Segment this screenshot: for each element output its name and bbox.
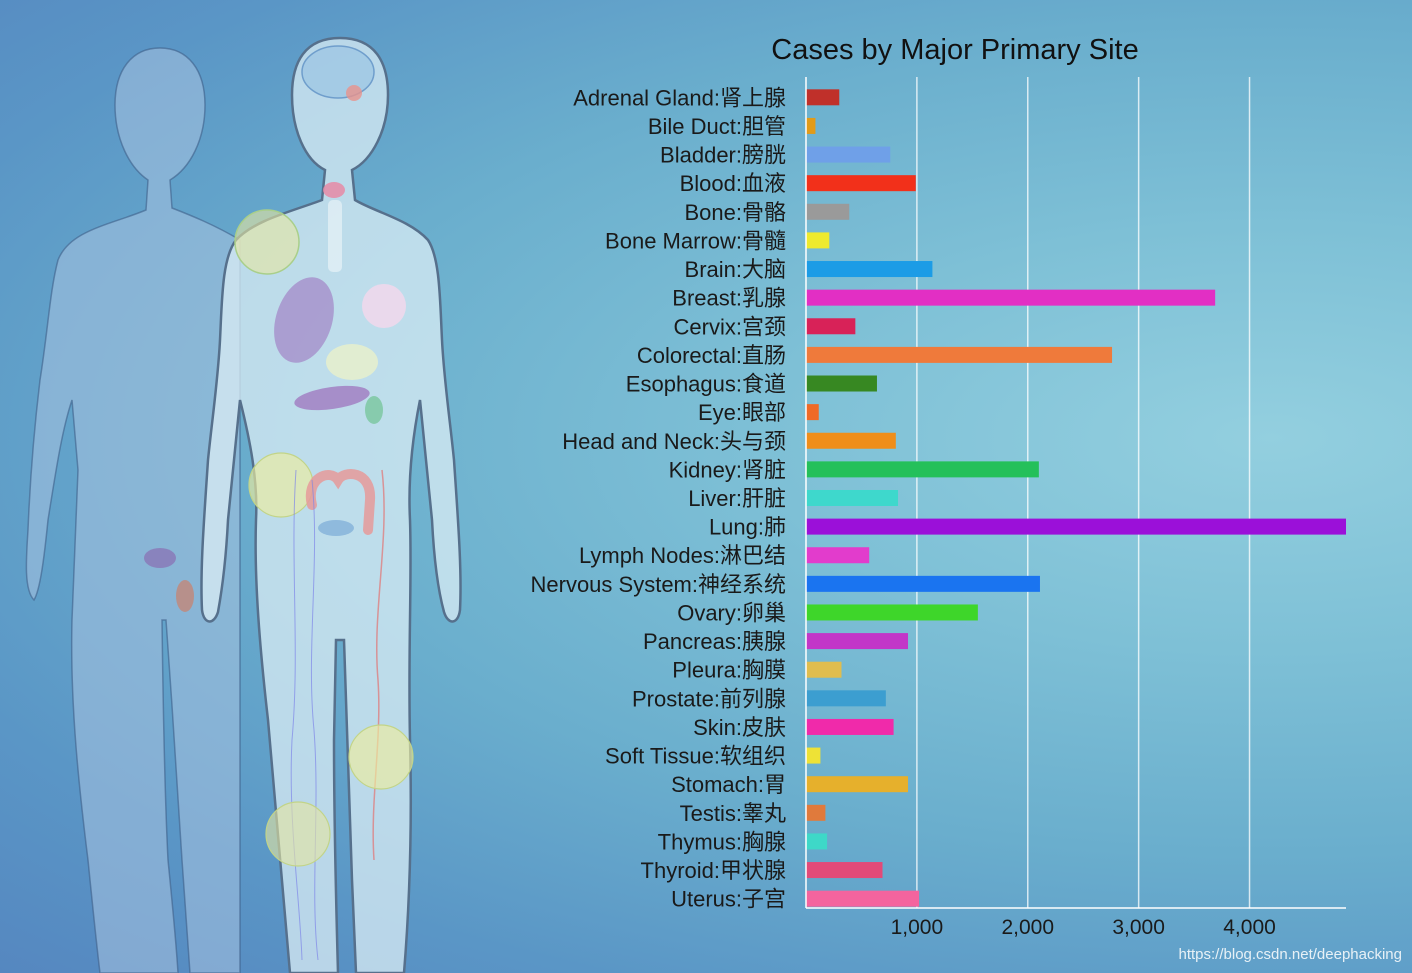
x-tick-label: 3,000 (1112, 916, 1165, 939)
bar[interactable] (806, 604, 978, 621)
bar[interactable] (806, 547, 870, 564)
category-label: Thyroid:甲状腺 (641, 858, 786, 883)
category-label: Bile Duct:胆管 (648, 114, 786, 139)
skin-zone (348, 724, 414, 790)
bar[interactable] (806, 318, 856, 335)
category-label: Esophagus:食道 (626, 372, 786, 397)
category-label: Colorectal:直肠 (637, 343, 786, 368)
bar[interactable] (806, 175, 916, 192)
bar[interactable] (806, 718, 894, 735)
bar[interactable] (806, 833, 828, 850)
bar[interactable] (806, 375, 877, 392)
bar[interactable] (806, 518, 1346, 535)
grid-lines (916, 77, 1251, 908)
category-label: Bone:骨骼 (685, 200, 787, 225)
bone-zone (265, 801, 331, 867)
category-label: Head and Neck:头与颈 (562, 429, 786, 454)
category-label: Pleura:胸膜 (672, 658, 786, 683)
pancreas-organ (294, 385, 370, 411)
category-label: Uterus:子宫 (671, 887, 786, 912)
x-tick-label: 4,000 (1223, 916, 1276, 939)
bar[interactable] (806, 661, 842, 678)
category-label: Liver:肝脏 (688, 486, 786, 511)
bar[interactable] (806, 289, 1216, 306)
category-label: Soft Tissue:软组织 (605, 744, 786, 769)
category-label: Cervix:宫颈 (674, 314, 786, 339)
category-label: Breast:乳腺 (672, 286, 786, 311)
category-labels: Adrenal Gland:肾上腺 Bile Duct:胆管 Bladder:膀胱 B… (531, 85, 787, 911)
prostate-organ (176, 580, 194, 612)
axes (805, 77, 1346, 909)
bar[interactable] (806, 633, 909, 650)
thyroid-organ (323, 182, 345, 198)
bar[interactable] (806, 690, 886, 707)
bar[interactable] (806, 432, 896, 449)
bar[interactable] (806, 404, 819, 421)
bar[interactable] (806, 804, 826, 821)
esophagus-organ (328, 200, 342, 272)
bar[interactable] (806, 346, 1113, 363)
bar[interactable] (806, 117, 816, 134)
category-label: Skin:皮肤 (693, 715, 786, 740)
bar[interactable] (806, 89, 840, 106)
bar[interactable] (806, 890, 920, 907)
category-label: Brain:大脑 (685, 257, 786, 282)
nerve-lines (290, 469, 319, 961)
bar[interactable] (806, 489, 899, 506)
bar[interactable] (806, 146, 891, 163)
eye-organ (346, 85, 362, 101)
brain-organ (301, 45, 375, 99)
kidney-organ (365, 396, 383, 424)
bar[interactable] (806, 261, 933, 278)
bar[interactable] (806, 575, 1040, 592)
category-label: Adrenal Gland:肾上腺 (573, 85, 786, 110)
bar[interactable] (806, 203, 850, 220)
bladder-organ (318, 520, 354, 536)
category-label: Stomach:胃 (671, 772, 786, 797)
category-label: Blood:血液 (680, 171, 786, 196)
category-label: Lymph Nodes:淋巴结 (579, 543, 786, 568)
category-label: Thymus:胸腺 (658, 829, 786, 854)
colon-organ (305, 469, 376, 535)
female-figure (200, 36, 462, 973)
bar[interactable] (806, 232, 830, 249)
category-label: Bladder:膀胱 (660, 143, 786, 168)
bar[interactable] (806, 461, 1039, 478)
vessel-lines (372, 469, 385, 861)
x-tick-label: 1,000 (891, 916, 944, 939)
watermark: https://blog.csdn.net/deephacking (1178, 946, 1403, 963)
chart-title: Cases by Major Primary Site (771, 34, 1138, 66)
category-label: Ovary:卵巢 (677, 600, 786, 625)
breast-zone (362, 284, 406, 328)
lung-organ (274, 277, 334, 363)
category-label: Prostate:前列腺 (632, 686, 786, 711)
category-label: Eye:眼部 (698, 400, 786, 425)
bars (806, 89, 1346, 907)
category-label: Nervous System:神经系统 (531, 572, 787, 597)
category-label: Testis:睾丸 (680, 801, 786, 826)
anatomy-illustration (25, 36, 462, 973)
lymph-node-zone (234, 209, 300, 275)
bar[interactable] (806, 862, 883, 879)
category-label: Pancreas:胰腺 (643, 629, 786, 654)
male-bladder-organ (144, 548, 176, 568)
category-label: Lung:肺 (709, 515, 786, 540)
category-label: Kidney:肾脏 (669, 457, 786, 482)
liver-organ (326, 344, 378, 380)
x-tick-labels: 1,000 2,000 3,000 4,000 (891, 916, 1276, 939)
male-silhouette (25, 47, 241, 973)
x-tick-label: 2,000 (1001, 916, 1054, 939)
bar[interactable] (806, 776, 909, 793)
bar[interactable] (806, 747, 821, 764)
category-label: Bone Marrow:骨髓 (605, 228, 786, 253)
